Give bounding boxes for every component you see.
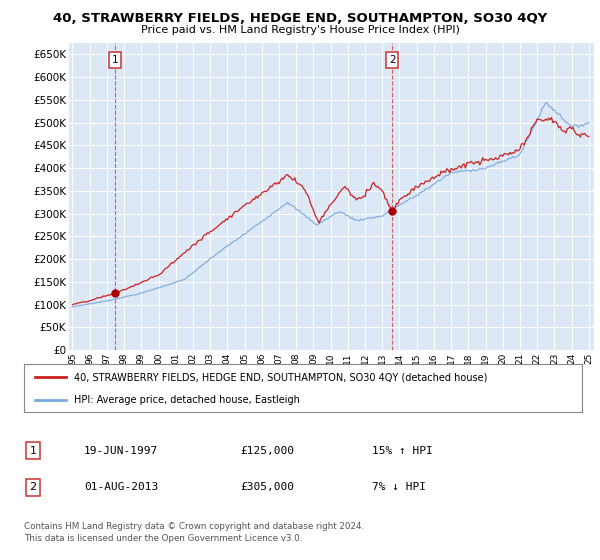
Text: 1: 1 <box>112 55 118 66</box>
Text: 7% ↓ HPI: 7% ↓ HPI <box>372 482 426 492</box>
Text: 40, STRAWBERRY FIELDS, HEDGE END, SOUTHAMPTON, SO30 4QY (detached house): 40, STRAWBERRY FIELDS, HEDGE END, SOUTHA… <box>74 372 488 382</box>
Text: 19-JUN-1997: 19-JUN-1997 <box>84 446 158 456</box>
Text: £125,000: £125,000 <box>240 446 294 456</box>
Text: 2: 2 <box>29 482 37 492</box>
Text: 40, STRAWBERRY FIELDS, HEDGE END, SOUTHAMPTON, SO30 4QY: 40, STRAWBERRY FIELDS, HEDGE END, SOUTHA… <box>53 12 547 25</box>
Text: Price paid vs. HM Land Registry's House Price Index (HPI): Price paid vs. HM Land Registry's House … <box>140 25 460 35</box>
Text: Contains HM Land Registry data © Crown copyright and database right 2024.: Contains HM Land Registry data © Crown c… <box>24 522 364 531</box>
Text: HPI: Average price, detached house, Eastleigh: HPI: Average price, detached house, East… <box>74 395 300 405</box>
Text: 15% ↑ HPI: 15% ↑ HPI <box>372 446 433 456</box>
Text: £305,000: £305,000 <box>240 482 294 492</box>
Text: 01-AUG-2013: 01-AUG-2013 <box>84 482 158 492</box>
Text: 1: 1 <box>29 446 37 456</box>
Text: 2: 2 <box>389 55 395 66</box>
Text: This data is licensed under the Open Government Licence v3.0.: This data is licensed under the Open Gov… <box>24 534 302 543</box>
